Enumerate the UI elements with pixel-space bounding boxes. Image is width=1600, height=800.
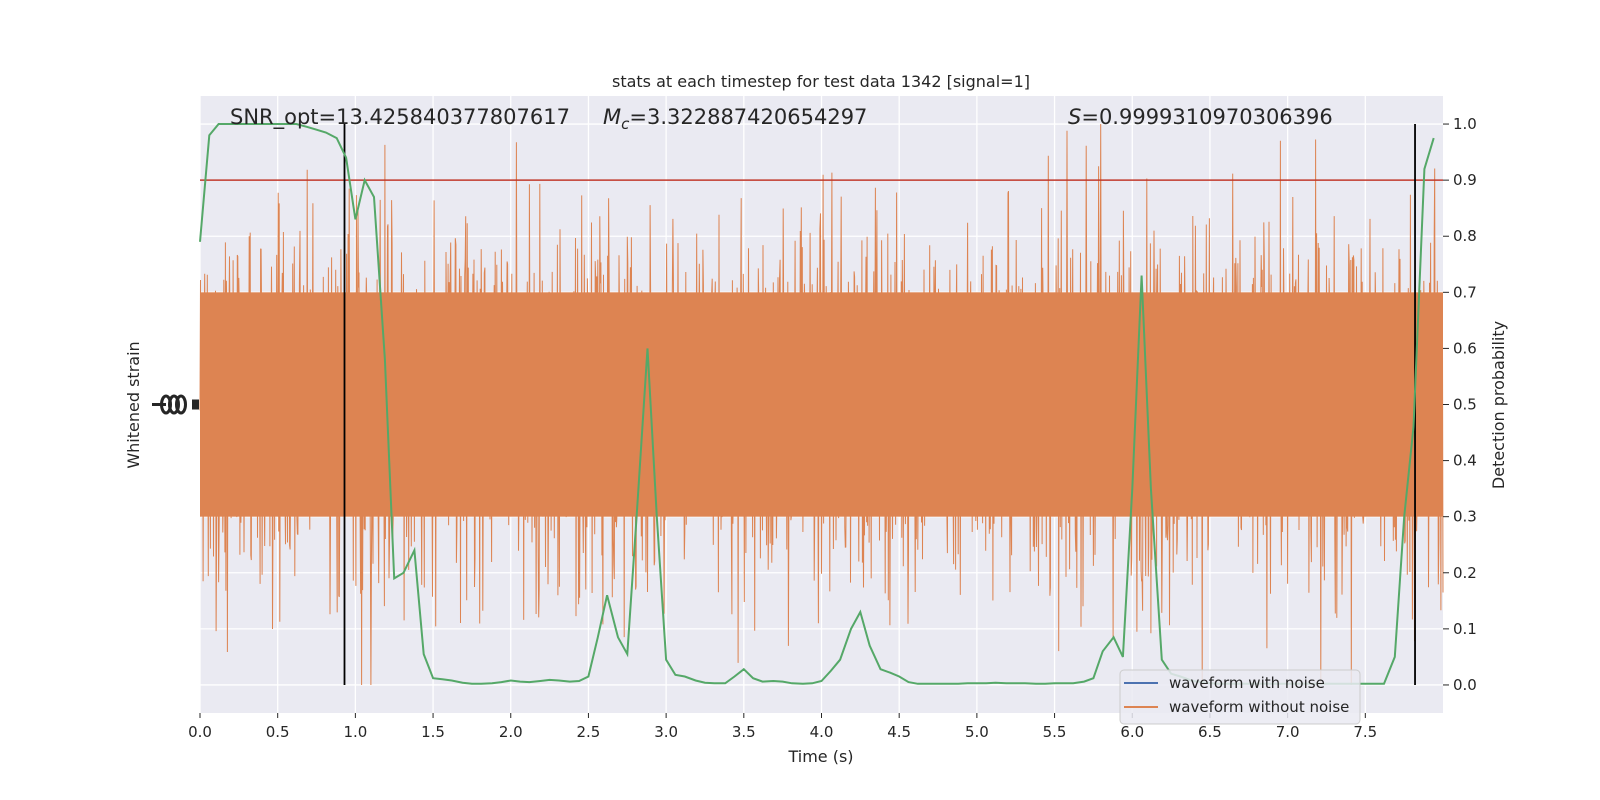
- x-tick-label-13: 6.5: [1198, 723, 1222, 741]
- left-axis-overlapping-ticks: [152, 394, 199, 415]
- snr-annotation: SNR_opt=13.425840377807617: [230, 105, 570, 130]
- right-tick-label-5: 0.5: [1453, 396, 1477, 414]
- right-tick-label-8: 0.8: [1453, 227, 1477, 245]
- right-tick-label-4: 0.4: [1453, 452, 1477, 470]
- left-tick-dash: [152, 403, 166, 406]
- mc-symbol: M: [603, 105, 621, 129]
- x-tick-label-14: 7.0: [1276, 723, 1300, 741]
- mc-subscript: c: [621, 115, 630, 133]
- x-tick-label-4: 2.0: [499, 723, 523, 741]
- x-tick-label-5: 2.5: [577, 723, 601, 741]
- left-tick-glyph-2: [175, 394, 187, 415]
- waveform-without-noise: [199, 123, 1444, 686]
- right-tick-label-3: 0.3: [1453, 508, 1477, 526]
- right-tick-label-7: 0.7: [1453, 283, 1477, 301]
- x-tick-label-1: 0.5: [266, 723, 290, 741]
- chart-title: stats at each timestep for test data 134…: [612, 72, 1030, 91]
- x-tick-label-10: 5.0: [965, 723, 989, 741]
- right-tick-label-6: 0.6: [1453, 339, 1477, 357]
- legend-label-clean: waveform without noise: [1169, 698, 1349, 716]
- y-axis-label-right: Detection probability: [1489, 321, 1508, 489]
- x-tick-label-9: 4.5: [887, 723, 911, 741]
- waveform-dense-band: [200, 292, 1443, 517]
- score-annotation: S=0.9999310970306396: [1068, 105, 1333, 129]
- x-tick-label-11: 5.5: [1043, 723, 1067, 741]
- x-tick-label-2: 1.0: [343, 723, 367, 741]
- right-tick-label-1: 0.1: [1453, 620, 1477, 638]
- right-tick-label-2: 0.2: [1453, 564, 1477, 582]
- left-tick-glyph-1: [168, 394, 180, 415]
- x-tick-label-6: 3.0: [654, 723, 678, 741]
- x-tick-label-8: 4.0: [810, 723, 834, 741]
- x-axis-label: Time (s): [787, 747, 853, 766]
- right-axis-ticks: 0.0 0.1 0.2 0.3 0.4 0.5 0.6 0.7 0.8 0.9 1.0: [1443, 115, 1477, 694]
- s-symbol: S: [1068, 105, 1081, 129]
- x-tick-label-15: 7.5: [1353, 723, 1377, 741]
- right-tick-label-10: 1.0: [1453, 115, 1477, 133]
- x-tick-label-3: 1.5: [421, 723, 445, 741]
- x-axis-ticks: 0.0 0.5 1.0 1.5 2.0 2.5 3.0 3.5 4.0 4.5 5.0 5.5 6.0 6…: [188, 713, 1377, 741]
- mc-value: =3.322887420654297: [629, 105, 867, 129]
- chirp-mass-annotation: Mc=3.322887420654297: [603, 105, 867, 133]
- x-tick-label-12: 6.0: [1120, 723, 1144, 741]
- legend-box: [1119, 669, 1361, 725]
- legend: waveform with noise waveform without noi…: [1119, 669, 1361, 725]
- y-axis-label-left: Whitened strain: [124, 341, 143, 468]
- x-tick-label-0: 0.0: [188, 723, 212, 741]
- x-tick-label-7: 3.5: [732, 723, 756, 741]
- legend-label-noise: waveform with noise: [1169, 674, 1325, 692]
- s-value: =0.9999310970306396: [1081, 105, 1332, 129]
- right-tick-label-0: 0.0: [1453, 676, 1477, 694]
- right-tick-label-9: 0.9: [1453, 171, 1477, 189]
- left-tick-block: [192, 399, 199, 410]
